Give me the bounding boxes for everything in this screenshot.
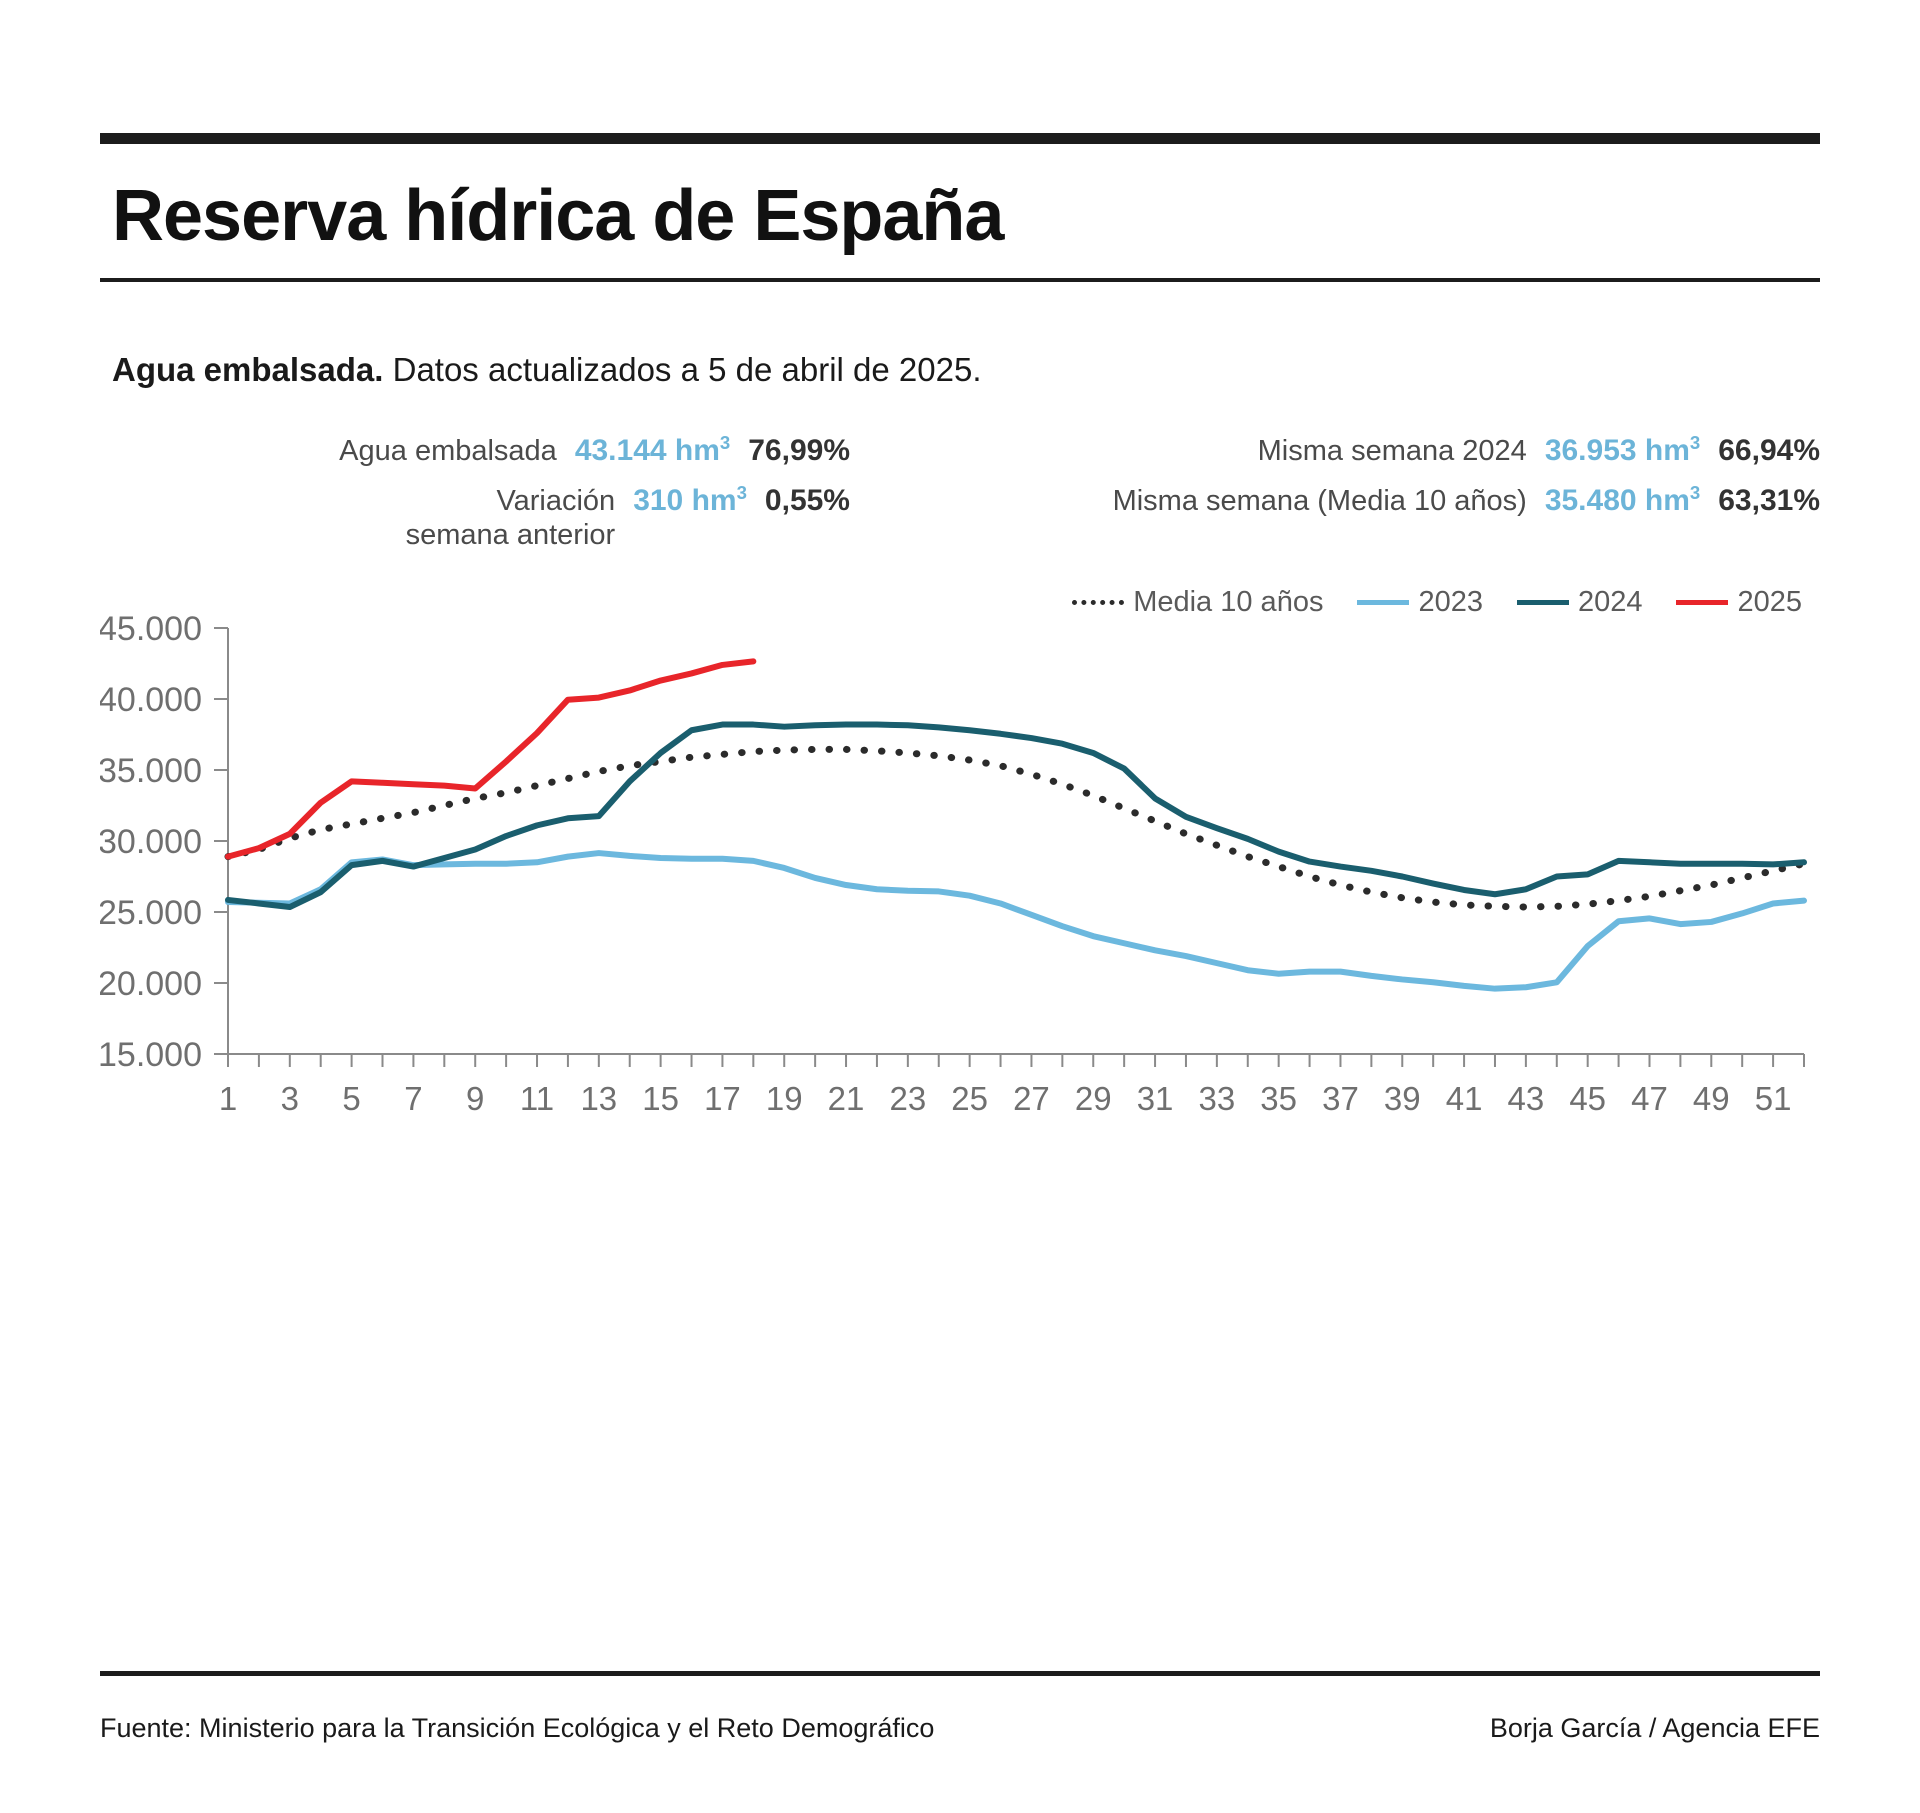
legend-swatch-icon	[1516, 600, 1569, 606]
stat-value-text: 310 hm	[633, 483, 737, 517]
stat-misma-semana-media-10-anos: Misma semana (Media 10 años) 35.480 hm3 …	[1113, 481, 1820, 518]
x-axis-tick-label: 39	[1384, 1080, 1421, 1117]
stat-label: Variación semana anterior	[406, 484, 616, 552]
stats-column-left: Agua embalsada 43.144 hm3 76,99% Variaci…	[100, 431, 870, 553]
x-axis-tick-label: 5	[342, 1080, 360, 1117]
stat-value-exponent: 3	[1689, 431, 1701, 453]
legend-swatch-icon	[1357, 600, 1410, 606]
stat-variacion-semana-anterior: Variación semana anterior 310 hm3 0,55%	[406, 481, 850, 552]
stat-percent: 63,31%	[1718, 483, 1820, 517]
x-axis-tick-label: 13	[580, 1080, 617, 1117]
y-axis-tick-label: 45.000	[100, 610, 202, 648]
x-axis-tick-label: 19	[766, 1080, 803, 1117]
series-line-2023	[225, 850, 1807, 992]
stat-value-text: 35.480 hm	[1544, 483, 1690, 517]
x-axis-tick-label: 27	[1013, 1080, 1050, 1117]
x-axis-tick-label: 11	[520, 1080, 554, 1117]
stat-misma-semana-2024: Misma semana 2024 36.953 hm3 66,94%	[1258, 431, 1820, 468]
y-axis-tick-label: 20.000	[100, 965, 202, 1003]
infographic-page: Reserva hídrica de España Agua embalsada…	[0, 133, 1920, 1813]
legend-swatch-icon	[1676, 600, 1729, 606]
legend-item-media-10-a-os[interactable]: Media 10 años	[1072, 586, 1323, 619]
page-title: Reserva hídrica de España	[112, 176, 1004, 256]
stat-value: 36.953 hm3	[1544, 431, 1701, 468]
stat-label: Misma semana 2024	[1258, 434, 1527, 468]
x-axis-tick-label: 35	[1260, 1080, 1297, 1117]
stats-block: Agua embalsada 43.144 hm3 76,99% Variaci…	[100, 431, 1820, 553]
legend-item-label: 2024	[1577, 586, 1643, 619]
y-axis-tick-label: 35.000	[100, 752, 202, 790]
stat-label: Misma semana (Media 10 años)	[1113, 484, 1527, 518]
stat-label-line1: Misma semana 2024	[1257, 434, 1527, 467]
x-axis-tick-label: 51	[1755, 1080, 1792, 1117]
x-axis-tick-label: 49	[1693, 1080, 1730, 1117]
footer-source: Fuente: Ministerio para la Transición Ec…	[100, 1713, 935, 1743]
chart-legend: Media 10 años 2023 2024 2025	[1072, 586, 1802, 619]
chart-plot: 15.000 20.000 25.000 30.000 35.000 40.000 45.0…	[100, 586, 1820, 1126]
y-axis-tick-label: 40.000	[100, 681, 202, 719]
stat-value: 43.144 hm3	[574, 431, 731, 468]
line-chart-svg: 15.000 20.000 25.000 30.000 35.000 40.000 45.0…	[100, 610, 1808, 1117]
x-axis-tick-label: 23	[889, 1080, 926, 1117]
stat-label-line1: Misma semana (Media 10 años)	[1112, 484, 1527, 517]
chart-area: Media 10 años 2023 2024 2025 15.000 20.000 25…	[100, 586, 1820, 1126]
stat-percent: 76,99%	[748, 433, 850, 467]
stat-percent: 0,55%	[764, 483, 850, 517]
x-axis-tick-label: 37	[1322, 1080, 1359, 1117]
x-axis-tick-label: 31	[1137, 1080, 1174, 1117]
subtitle-lead: Agua embalsada.	[112, 351, 384, 388]
series-line-2025	[225, 658, 757, 860]
footer: Fuente: Ministerio para la Transición Ec…	[100, 1713, 1820, 1744]
x-axis-tick-label: 29	[1075, 1080, 1112, 1117]
x-axis-tick-label: 25	[951, 1080, 988, 1117]
legend-item-label: 2025	[1737, 586, 1802, 619]
legend-item-2023[interactable]: 2023	[1357, 586, 1483, 619]
x-axis-tick-label: 21	[828, 1080, 865, 1117]
stat-label-line1: Agua embalsada	[339, 434, 557, 467]
series-line-2024	[225, 721, 1807, 911]
x-axis-tick-label: 15	[642, 1080, 679, 1117]
footer-rule	[100, 1671, 1820, 1676]
stat-label-line1: Variación	[496, 484, 616, 517]
header-top-rule	[100, 133, 1820, 144]
stat-value-text: 36.953 hm	[1544, 433, 1690, 467]
x-axis-tick-label: 7	[404, 1080, 422, 1117]
x-axis-tick-label: 17	[704, 1080, 741, 1117]
series-line-media-10-a-os	[224, 746, 1808, 911]
x-axis-tick-label: 41	[1446, 1080, 1483, 1117]
subtitle-rest: Datos actualizados a 5 de abril de 2025.	[383, 351, 982, 388]
footer-credit: Borja García / Agencia EFE	[1489, 1713, 1820, 1743]
x-axis-tick-label: 1	[219, 1080, 237, 1117]
stats-column-right: Misma semana 2024 36.953 hm3 66,94% Mism…	[870, 431, 1820, 553]
y-axis-tick-label: 30.000	[100, 823, 202, 861]
x-axis-tick-label: 33	[1199, 1080, 1236, 1117]
subtitle: Agua embalsada. Datos actualizados a 5 d…	[100, 350, 1820, 390]
stat-percent: 66,94%	[1718, 433, 1820, 467]
legend-swatch-icon	[1072, 600, 1125, 606]
x-axis-tick-label: 9	[466, 1080, 484, 1117]
header-bottom-rule	[100, 278, 1820, 282]
x-axis-tick-label: 43	[1508, 1080, 1545, 1117]
stat-label-line2: semana anterior	[405, 519, 616, 552]
stat-value-text: 43.144 hm	[574, 433, 720, 467]
stat-value: 35.480 hm3	[1544, 481, 1701, 518]
x-axis-tick-label: 3	[281, 1080, 299, 1117]
x-axis-tick-label: 47	[1631, 1080, 1668, 1117]
x-axis-tick-label: 45	[1569, 1080, 1606, 1117]
axis-spine	[227, 628, 1804, 1056]
stat-value-exponent: 3	[719, 431, 731, 453]
stat-label: Agua embalsada	[339, 434, 557, 468]
legend-item-label: 2023	[1418, 586, 1483, 619]
y-axis-tick-label: 15.000	[100, 1036, 202, 1074]
legend-item-2024[interactable]: 2024	[1516, 586, 1643, 619]
stat-value-exponent: 3	[736, 481, 747, 503]
stat-agua-embalsada: Agua embalsada 43.144 hm3 76,99%	[339, 431, 850, 468]
y-axis-tick-label: 25.000	[100, 894, 202, 932]
stat-value: 310 hm3	[633, 481, 747, 518]
legend-item-label: Media 10 años	[1133, 586, 1324, 619]
stat-value-exponent: 3	[1689, 481, 1701, 503]
legend-item-2025[interactable]: 2025	[1676, 586, 1802, 619]
